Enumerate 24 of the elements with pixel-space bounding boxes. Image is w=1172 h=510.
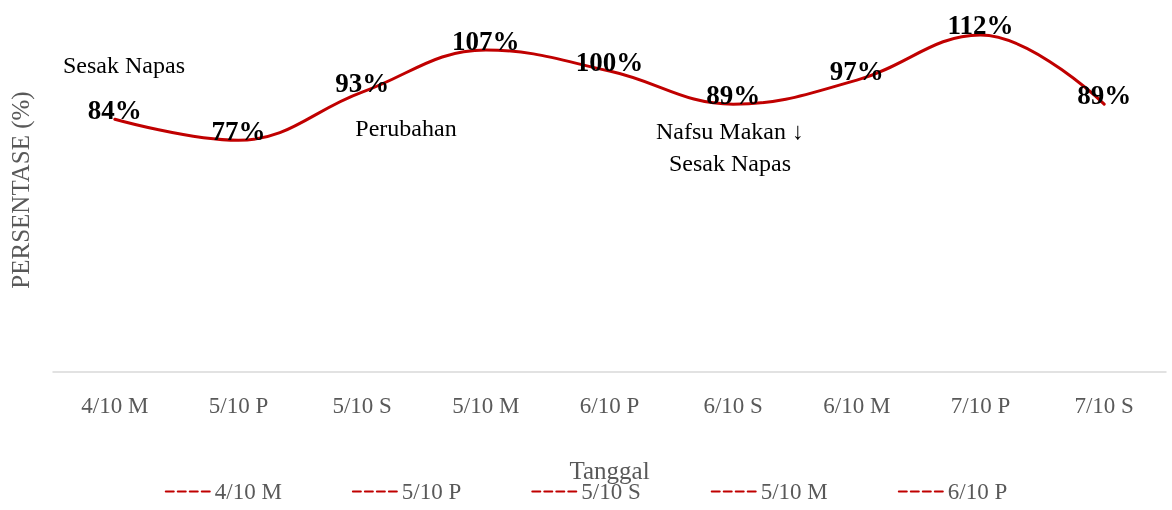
data-label: 112% bbox=[947, 10, 1014, 41]
data-label: 93% bbox=[335, 67, 390, 98]
annotation: Nafsu Makan ↓ Sesak Napas bbox=[656, 118, 804, 176]
annotation: Sesak Napas bbox=[63, 52, 185, 78]
x-tick-label: 7/10 S bbox=[1074, 393, 1134, 418]
x-tick-label: 6/10 S bbox=[703, 393, 763, 418]
y-axis-title: PERSENTASE (%) bbox=[7, 91, 35, 289]
data-label: 84% bbox=[87, 94, 142, 125]
x-tick-label: 5/10 S bbox=[332, 393, 392, 418]
annotation: Perubahan bbox=[355, 115, 457, 141]
data-label: 107% bbox=[452, 25, 520, 56]
data-label: 97% bbox=[829, 55, 884, 86]
x-tick-label: 6/10 M bbox=[823, 393, 891, 418]
legend-label: 5/10 M bbox=[760, 479, 828, 504]
legend-label: 4/10 M bbox=[214, 479, 282, 504]
legend-label: 6/10 P bbox=[947, 479, 1008, 504]
data-label: 100% bbox=[575, 46, 644, 77]
x-tick-label: 6/10 P bbox=[579, 393, 640, 418]
x-tick-label: 5/10 P bbox=[208, 393, 269, 418]
x-tick-label: 5/10 M bbox=[452, 393, 520, 418]
data-label: 89% bbox=[706, 79, 761, 110]
legend-label: 5/10 P bbox=[401, 479, 462, 504]
x-tick-label: 4/10 M bbox=[81, 393, 149, 418]
x-tick-label: 7/10 P bbox=[950, 393, 1011, 418]
